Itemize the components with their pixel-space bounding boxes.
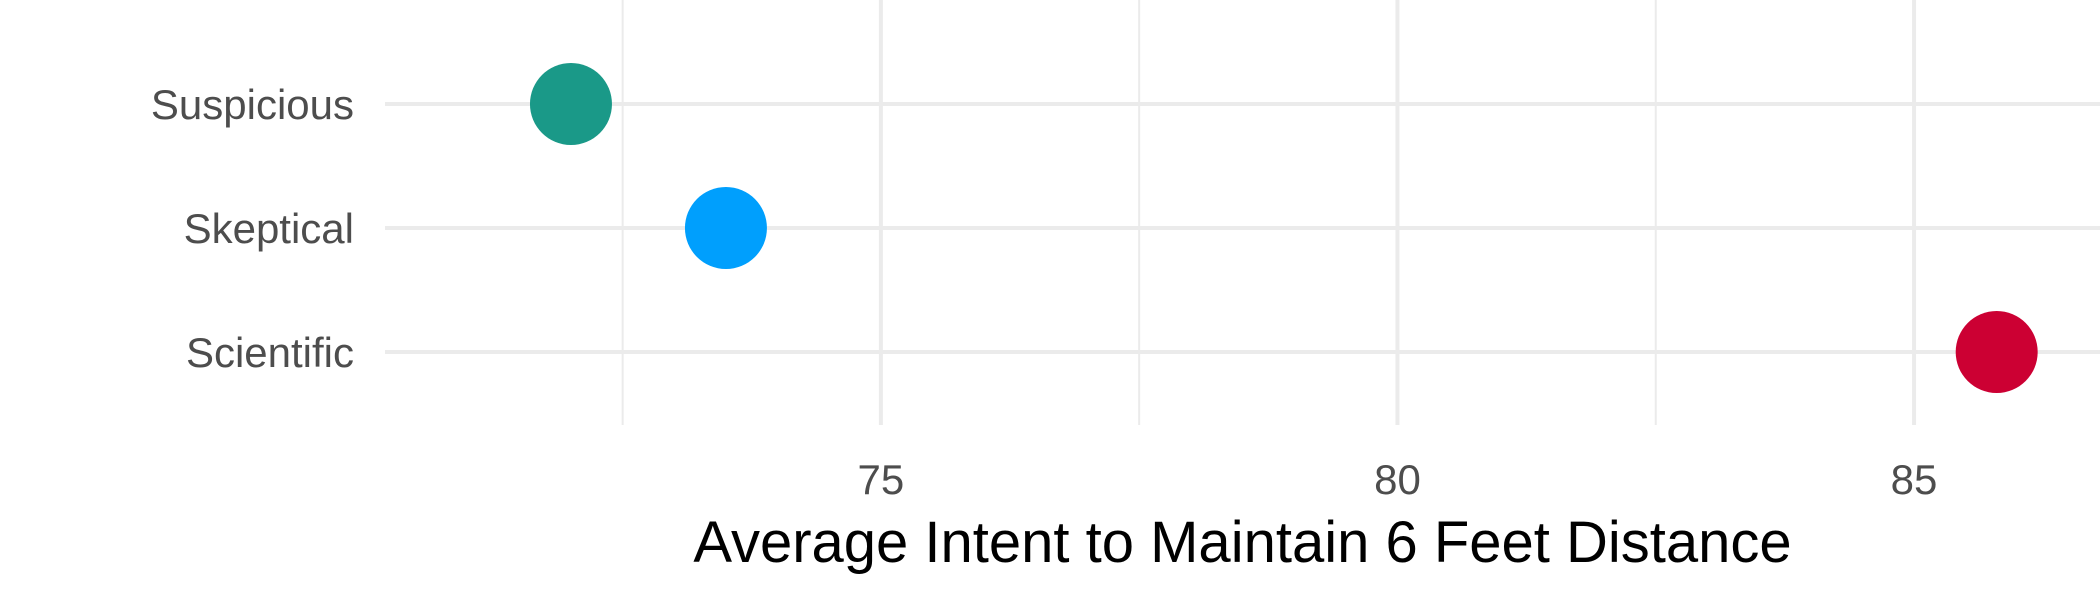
major-x-gridlines — [878, 0, 1917, 425]
y-axis-tick-labels: Suspicious Skeptical Scientific — [151, 81, 354, 376]
x-axis-title: Average Intent to Maintain 6 Feet Distan… — [693, 510, 1791, 575]
x-tick-label: 75 — [858, 456, 905, 503]
major-y-gridlines — [385, 102, 2100, 354]
data-point-suspicious — [529, 63, 612, 145]
plot-panel — [385, 0, 2100, 425]
minor-gridlines — [621, 0, 1657, 425]
x-tick-label: 85 — [1891, 456, 1938, 503]
x-tick-label: 80 — [1374, 456, 1421, 503]
data-point-scientific — [1955, 311, 2038, 393]
x-axis-tick-labels: 75 80 85 — [858, 456, 1938, 503]
data-point-skeptical — [684, 187, 767, 269]
data-points — [529, 63, 2038, 393]
y-tick-label: Scientific — [186, 329, 354, 376]
y-tick-label: Suspicious — [151, 81, 354, 128]
y-tick-label: Skeptical — [184, 205, 354, 252]
